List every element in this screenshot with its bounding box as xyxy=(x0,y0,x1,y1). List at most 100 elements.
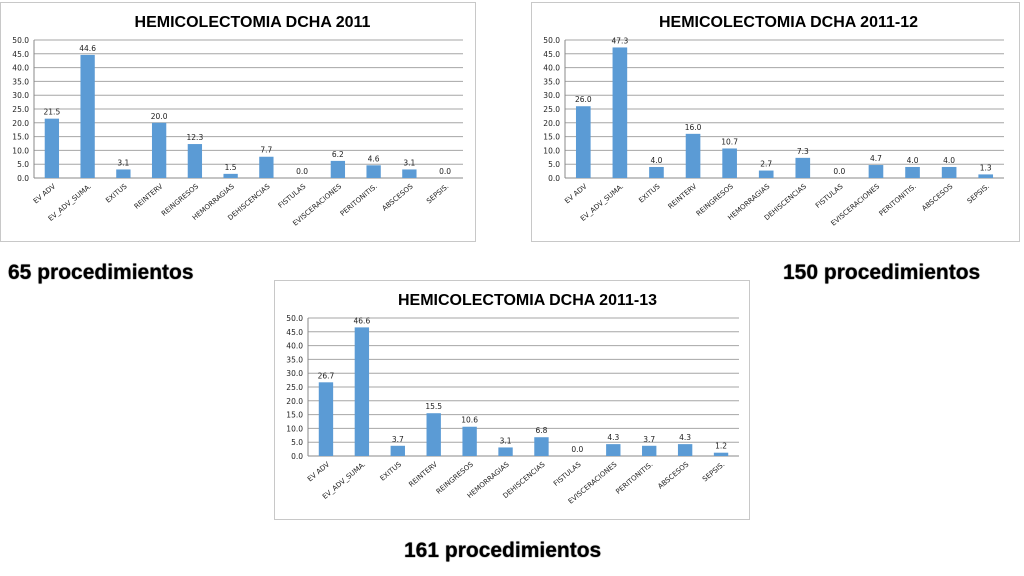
bar xyxy=(795,157,811,178)
bar xyxy=(677,444,693,456)
bar xyxy=(402,169,417,178)
y-tick-label: 15.0 xyxy=(12,133,29,142)
x-tick-label: ABSCESOS xyxy=(656,460,690,491)
x-tick-label: ABSCESOS xyxy=(920,182,954,213)
y-tick-label: 0.0 xyxy=(291,452,303,461)
x-tick-label: FISTULAS xyxy=(814,182,845,210)
data-label: 3.1 xyxy=(117,158,129,167)
bar xyxy=(575,106,591,178)
bar xyxy=(223,173,238,178)
y-tick-label: 50.0 xyxy=(286,314,303,323)
bar xyxy=(318,382,334,456)
x-tick-label: SEPSIS. xyxy=(966,182,991,205)
caption-2011: 65 procedimientos xyxy=(8,261,194,284)
bar xyxy=(758,170,774,178)
data-label: 4.0 xyxy=(943,156,955,165)
y-tick-label: 25.0 xyxy=(543,105,560,114)
data-label: 26.0 xyxy=(575,95,592,104)
y-tick-label: 45.0 xyxy=(543,50,560,59)
y-tick-label: 25.0 xyxy=(12,105,29,114)
y-tick-label: 20.0 xyxy=(286,397,303,406)
y-tick-label: 50.0 xyxy=(12,36,29,45)
y-tick-label: 0.0 xyxy=(548,174,560,183)
chart-2011-12: HEMICOLECTOMIA DCHA 2011-12 0.0 5.0 10.0 15.… xyxy=(531,2,1020,242)
data-label: 12.3 xyxy=(187,133,204,142)
data-label: 4.7 xyxy=(870,154,882,163)
x-tick-label: REINTERV xyxy=(667,182,699,210)
y-tick-label: 15.0 xyxy=(543,133,560,142)
x-tick-label: FISTULAS xyxy=(277,182,308,210)
data-label: 0.0 xyxy=(296,167,308,176)
caption-2011-13: 161 procedimientos xyxy=(404,539,602,562)
data-label: 7.7 xyxy=(260,146,272,155)
y-tick-label: 0.0 xyxy=(17,174,29,183)
y-tick-label: 40.0 xyxy=(543,64,560,73)
x-tick-label: PERITONITIS. xyxy=(878,182,918,217)
y-tick-label: 25.0 xyxy=(286,383,303,392)
bar xyxy=(685,133,701,178)
bar xyxy=(116,169,131,178)
chart-2011-13: HEMICOLECTOMIA DCHA 2011-13 0.0 5.0 10.0 15.… xyxy=(274,280,750,520)
bar xyxy=(534,437,549,456)
bar xyxy=(426,413,441,456)
bar xyxy=(259,156,274,178)
bar xyxy=(366,165,381,178)
y-tick-label: 5.0 xyxy=(291,438,303,447)
data-label: 6.2 xyxy=(332,150,344,159)
bar xyxy=(151,122,167,178)
data-label: 2.7 xyxy=(760,160,772,169)
bar xyxy=(462,426,477,456)
chart-title: HEMICOLECTOMIA DCHA 2011-12 xyxy=(659,14,918,31)
y-tick-label: 50.0 xyxy=(543,36,560,45)
x-tick-label: REINTERV xyxy=(407,460,439,488)
data-label: 3.7 xyxy=(392,435,404,444)
data-label: 3.7 xyxy=(643,435,655,444)
data-label: 4.0 xyxy=(650,156,662,165)
y-tick-label: 30.0 xyxy=(12,91,29,100)
x-tick-label: EV ADV xyxy=(306,460,331,483)
x-tick-label: EXITUS xyxy=(637,182,662,205)
y-tick-label: 10.0 xyxy=(286,424,303,433)
bar xyxy=(606,444,621,456)
y-tick-label: 40.0 xyxy=(12,64,29,73)
data-label: 21.5 xyxy=(44,108,61,117)
bar xyxy=(80,54,95,178)
data-label: 7.3 xyxy=(797,147,809,156)
y-tick-label: 30.0 xyxy=(286,369,303,378)
data-label: 26.7 xyxy=(318,371,335,380)
bar xyxy=(868,165,884,178)
bar xyxy=(612,47,628,179)
chart-title: HEMICOLECTOMIA DCHA 2011-13 xyxy=(398,292,657,309)
x-tick-label: EV ADV xyxy=(32,182,57,205)
x-tick-label: PERITONITIS. xyxy=(339,182,379,217)
data-label: 1.5 xyxy=(225,163,237,172)
y-tick-label: 45.0 xyxy=(286,328,303,337)
chart-svg: HEMICOLECTOMIA DCHA 2011 0.0 5.0 10.0 15.0 20… xyxy=(12,14,463,228)
data-label: 4.0 xyxy=(907,156,919,165)
data-label: 0.0 xyxy=(439,167,451,176)
bar xyxy=(390,445,405,456)
x-tick-label: SEPSIS. xyxy=(701,460,726,483)
x-tick-label: EV ADV xyxy=(563,182,588,205)
bar xyxy=(498,447,513,456)
data-label: 3.1 xyxy=(500,436,512,445)
y-tick-label: 5.0 xyxy=(17,160,29,169)
bar xyxy=(978,174,994,178)
bar xyxy=(722,148,737,178)
data-label: 3.1 xyxy=(403,158,415,167)
chart-svg: HEMICOLECTOMIA DCHA 2011-12 0.0 5.0 10.0 15.… xyxy=(543,14,1004,228)
data-label: 46.6 xyxy=(354,316,371,325)
chart-2011: HEMICOLECTOMIA DCHA 2011 0.0 5.0 10.0 15.0 20… xyxy=(0,2,476,242)
x-tick-label: ABSCESOS xyxy=(381,182,415,213)
y-tick-label: 30.0 xyxy=(543,91,560,100)
data-label: 4.6 xyxy=(368,154,380,163)
chart-svg: HEMICOLECTOMIA DCHA 2011-13 0.0 5.0 10.0 15.… xyxy=(286,292,739,506)
y-tick-label: 15.0 xyxy=(286,411,303,420)
data-label: 10.6 xyxy=(461,416,478,425)
y-tick-label: 40.0 xyxy=(286,342,303,351)
data-label: 44.6 xyxy=(79,44,96,53)
x-tick-label: SEPSIS. xyxy=(425,182,450,205)
y-tick-label: 20.0 xyxy=(12,119,29,128)
x-tick-label: FISTULAS xyxy=(552,460,583,488)
data-label: 16.0 xyxy=(685,123,702,132)
